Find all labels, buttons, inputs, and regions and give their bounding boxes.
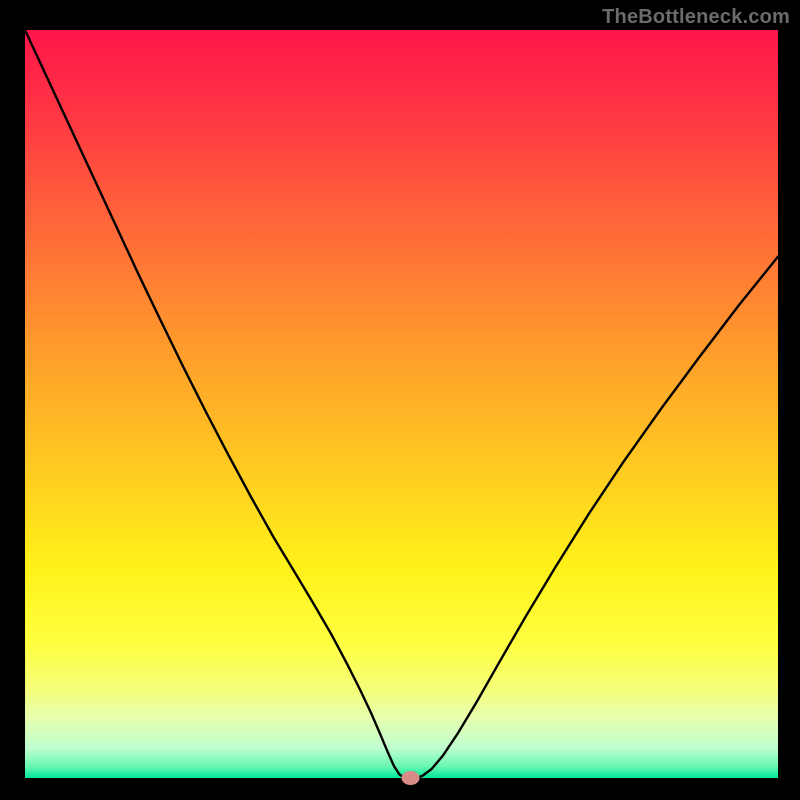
bottleneck-marker <box>402 771 420 785</box>
chart-container: TheBottleneck.com <box>0 0 800 800</box>
watermark: TheBottleneck.com <box>602 6 790 29</box>
v-curve-chart <box>0 0 800 800</box>
